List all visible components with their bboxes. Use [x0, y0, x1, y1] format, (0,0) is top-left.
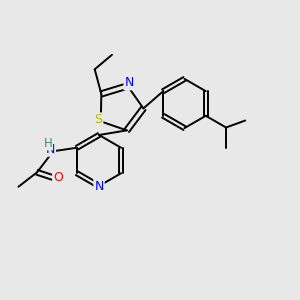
Text: N: N	[46, 143, 55, 156]
Text: S: S	[94, 113, 102, 126]
Text: H: H	[44, 137, 52, 150]
Text: N: N	[124, 76, 134, 89]
Text: N: N	[94, 179, 104, 193]
Text: O: O	[53, 171, 63, 184]
